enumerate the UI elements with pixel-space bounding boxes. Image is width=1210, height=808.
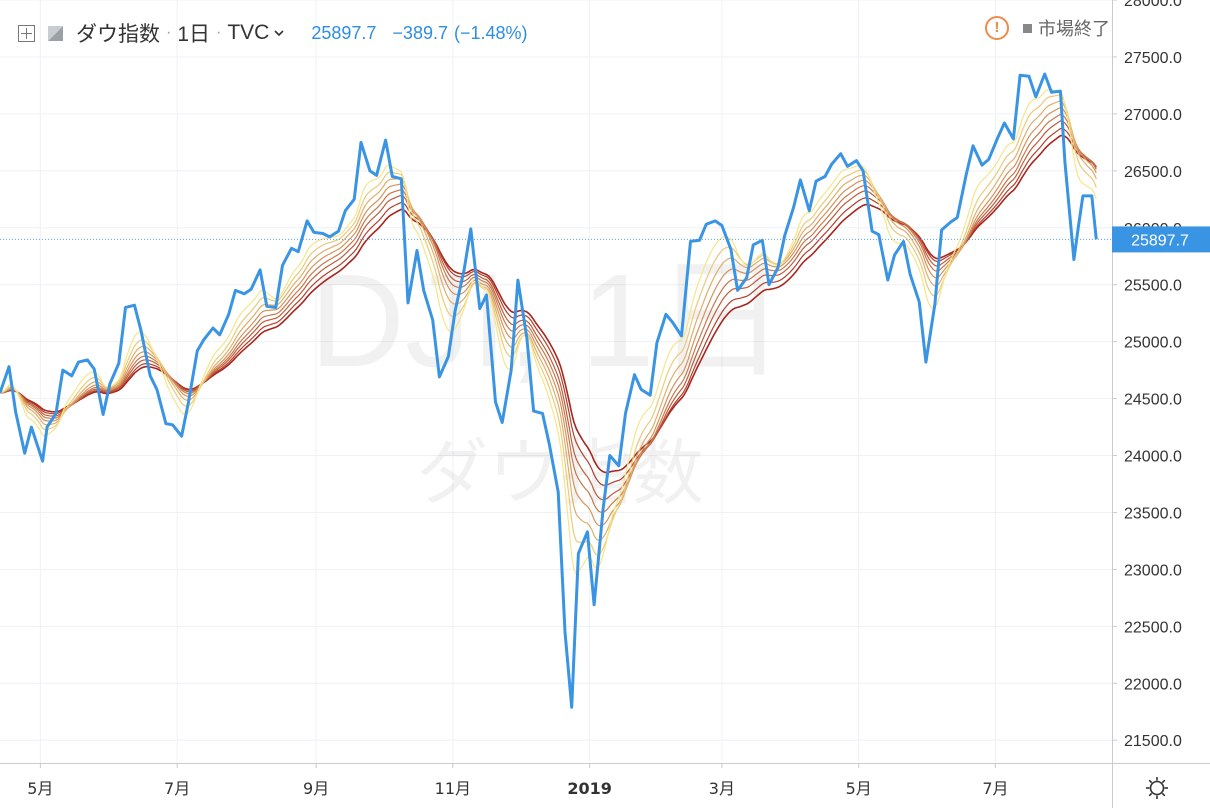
x-tick-label: 5月 bbox=[27, 779, 53, 798]
moving-average-ribbon bbox=[0, 88, 1097, 576]
moving-average-line bbox=[0, 88, 1097, 576]
x-tick-label: 5月 bbox=[846, 779, 872, 798]
y-tick-label: 23000.0 bbox=[1124, 562, 1182, 579]
price-line bbox=[0, 72, 1098, 709]
price-tag: 25897.7 bbox=[1112, 226, 1210, 253]
moving-average-line bbox=[0, 100, 1097, 542]
separator-dot: · bbox=[216, 24, 222, 41]
y-tick-label: 26500.0 bbox=[1124, 164, 1182, 181]
x-tick-label: 2019 bbox=[567, 779, 612, 798]
gear-icon[interactable] bbox=[1145, 776, 1169, 800]
warning-icon[interactable]: ! bbox=[985, 16, 1009, 40]
interval-label[interactable]: 1日 bbox=[177, 23, 211, 46]
x-tick-label: 11月 bbox=[435, 779, 471, 798]
x-tick-label: 3月 bbox=[709, 779, 735, 798]
symbol-shape-icon bbox=[48, 25, 63, 41]
y-tick-label: 21500.0 bbox=[1124, 733, 1182, 750]
market-status: ! 市場終了 bbox=[985, 15, 1110, 41]
watermark-symbol: DJI, 1日 bbox=[310, 247, 787, 394]
y-tick-label: 24000.0 bbox=[1124, 449, 1182, 466]
y-tick-label: 28000.0 bbox=[1124, 0, 1182, 10]
chevron-down-icon[interactable] bbox=[273, 28, 285, 38]
moving-average-line bbox=[0, 113, 1097, 513]
moving-average-line bbox=[0, 94, 1097, 556]
x-tick-label: 7月 bbox=[164, 779, 190, 798]
moving-average-line bbox=[0, 127, 1097, 486]
y-tick-label: 25500.0 bbox=[1124, 278, 1182, 295]
y-tick-label: 25000.0 bbox=[1124, 335, 1182, 352]
separator-dot: · bbox=[166, 24, 172, 41]
x-tick-label: 9月 bbox=[303, 779, 329, 798]
price-tag-label: 25897.7 bbox=[1131, 232, 1189, 249]
y-tick-label: 22500.0 bbox=[1124, 619, 1182, 636]
last-price: 25897.7 bbox=[311, 22, 377, 43]
exchange-label[interactable]: TVC bbox=[227, 21, 270, 44]
price-change-percent: (−1.48%) bbox=[453, 22, 528, 43]
x-tick-label: 7月 bbox=[982, 779, 1008, 798]
y-tick-label: 22000.0 bbox=[1124, 676, 1182, 693]
add-compare-icon[interactable] bbox=[18, 24, 35, 42]
moving-average-line bbox=[0, 120, 1097, 501]
y-tick-label: 27500.0 bbox=[1124, 50, 1182, 67]
status-dot bbox=[1023, 23, 1032, 33]
y-tick-label: 24500.0 bbox=[1124, 392, 1182, 409]
price-change: −389.7 bbox=[392, 22, 448, 43]
y-tick-label: 27000.0 bbox=[1124, 107, 1182, 124]
grid bbox=[0, 0, 1112, 763]
chart-legend: ダウ指数 · 1日 · TVC 25897.7 −389.7 (−1.48%) bbox=[18, 18, 528, 48]
symbol-name[interactable]: ダウ指数 bbox=[76, 23, 160, 46]
market-status-text: 市場終了 bbox=[1038, 19, 1110, 39]
moving-average-line bbox=[0, 106, 1097, 527]
y-tick-label: 23500.0 bbox=[1124, 505, 1182, 522]
price-axis[interactable]: 21500.0 22000.0 22500.0 23000.0 23500.0 24000… bbox=[1112, 0, 1182, 808]
time-axis[interactable]: 5月 7月 9月 11月 2019 3月 5月 7月 bbox=[0, 763, 1210, 798]
